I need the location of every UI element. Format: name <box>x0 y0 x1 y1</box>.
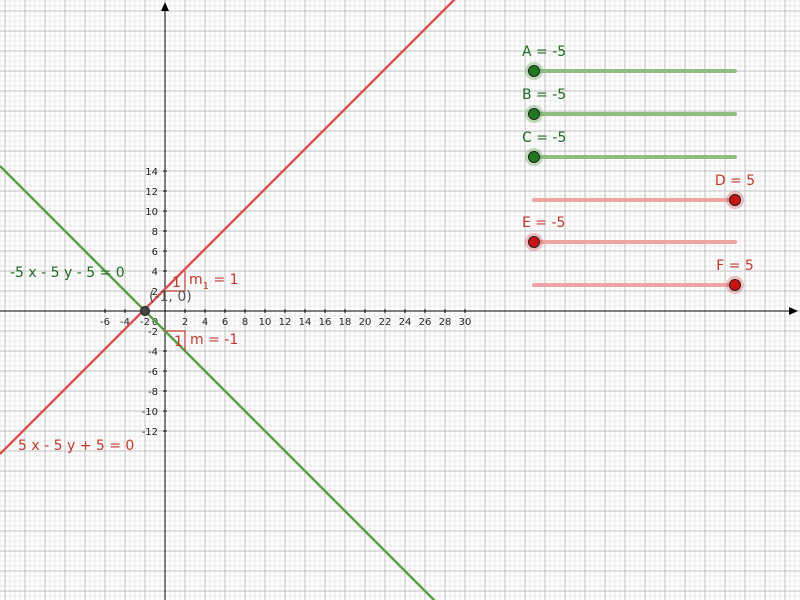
slider-knob[interactable] <box>729 194 741 206</box>
green-slope-run: 1 <box>174 334 183 350</box>
intersection-point[interactable] <box>140 306 150 316</box>
y-tick-label: 4 <box>152 267 158 278</box>
slider-label: A = -5 <box>522 44 566 60</box>
slider-label: C = -5 <box>522 130 566 146</box>
x-tick-label: 20 <box>359 317 372 328</box>
x-tick-label: 24 <box>399 317 412 328</box>
x-tick-label: 8 <box>242 317 248 328</box>
slider-f[interactable]: F = 5 <box>532 258 754 294</box>
slider-knob[interactable] <box>729 279 741 291</box>
red-slope-triangle <box>165 271 186 292</box>
y-tick-label: 12 <box>145 187 158 198</box>
slider-label: B = -5 <box>522 87 566 103</box>
x-tick-label: 14 <box>299 317 312 328</box>
x-tick-label: -4 <box>120 317 130 328</box>
slider-label: F = 5 <box>716 258 754 274</box>
y-tick-label: 10 <box>145 207 158 218</box>
green-line[interactable] <box>0 165 436 600</box>
x-tick-label: -6 <box>100 317 110 328</box>
y-tick-label: -6 <box>148 367 158 378</box>
x-tick-label: 18 <box>339 317 352 328</box>
y-tick-label: 2 <box>152 287 158 298</box>
slider-a[interactable]: A = -5 <box>522 44 737 80</box>
y-tick-label: -12 <box>142 427 158 438</box>
green-slope-triangle <box>165 330 186 351</box>
slider-knob[interactable] <box>528 236 540 248</box>
green-slope-label: m = -1 <box>190 332 238 348</box>
point-label: (-1, 0) <box>149 289 192 305</box>
slider-knob[interactable] <box>528 108 540 120</box>
x-axis-arrow <box>789 307 798 315</box>
slider-label: D = 5 <box>715 173 755 189</box>
slider-label: E = -5 <box>522 215 565 231</box>
y-tick-label: -2 <box>148 327 158 338</box>
y-tick-label: 14 <box>145 167 158 178</box>
y-tick-label: 8 <box>152 227 158 238</box>
sliders: A = -5 B = -5 C = -5 D = 5 E = -5 F = 5 <box>522 44 755 294</box>
x-tick-label: 30 <box>459 317 472 328</box>
green-equation-label: -5 x - 5 y - 5 = 0 <box>10 265 125 281</box>
y-tick-label: 6 <box>152 247 158 258</box>
x-tick-label: 28 <box>439 317 452 328</box>
x-tick-label: 4 <box>202 317 208 328</box>
slider-d[interactable]: D = 5 <box>532 173 755 209</box>
x-tick-label: 12 <box>279 317 292 328</box>
y-tick-label: -4 <box>148 347 158 358</box>
slider-c[interactable]: C = -5 <box>522 130 737 166</box>
slider-knob[interactable] <box>528 151 540 163</box>
x-tick-label: 22 <box>379 317 392 328</box>
x-tick-labels: -6-4-2024681012141618202224262830 <box>100 309 471 328</box>
x-tick-label: 16 <box>319 317 332 328</box>
slider-e[interactable]: E = -5 <box>522 215 737 251</box>
x-tick-label: 2 <box>182 317 188 328</box>
y-axis-arrow <box>161 2 169 11</box>
slider-b[interactable]: B = -5 <box>522 87 737 123</box>
x-tick-label: 26 <box>419 317 432 328</box>
x-tick-label: 10 <box>259 317 272 328</box>
x-tick-label: -2 <box>140 317 150 328</box>
slider-knob[interactable] <box>528 65 540 77</box>
y-tick-label: -8 <box>148 387 158 398</box>
red-slope-label: m1 = 1 <box>189 272 239 292</box>
y-tick-label: -10 <box>142 407 158 418</box>
red-equation-label: 5 x - 5 y + 5 = 0 <box>18 438 134 454</box>
red-line[interactable] <box>0 0 460 455</box>
red-slope-run: 1 <box>172 275 181 291</box>
x-tick-label: 6 <box>222 317 228 328</box>
